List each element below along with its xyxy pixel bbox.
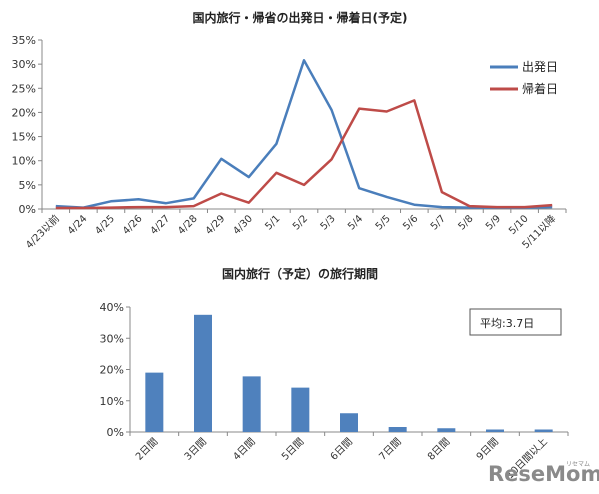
chart1-x-tick-label: 5/2 <box>291 213 310 232</box>
legend-label-return: 帰着日 <box>522 81 558 96</box>
chart1-x-tick-label: 4/29 <box>204 213 228 237</box>
chart1-y-tick-label: 30% <box>12 58 36 71</box>
average-annotation-text: 平均:3.7日 <box>480 317 534 330</box>
chart1-x-tick-label: 5/6 <box>401 213 420 232</box>
departure-return-line-chart: 国内旅行・帰省の出発日・帰着日(予定) 0% 5% 10% 15% 20% 25% 30% 3… <box>12 10 567 251</box>
chart2-bar <box>437 428 456 432</box>
chart2-y-ticks: 0% 10% 20% 30% 40% <box>100 301 130 439</box>
chart2-bar <box>534 429 553 432</box>
chart1-x-tick-label: 5/7 <box>429 213 448 232</box>
chart2-y-tick-label: 30% <box>100 332 124 345</box>
chart2-x-tick-label: 6日間 <box>328 436 355 463</box>
chart1-x-tick-label: 5/4 <box>346 213 365 232</box>
chart2-bar <box>486 429 504 432</box>
chart1-x-tick-label: 4/30 <box>231 213 255 237</box>
chart2-x-tick-label: 7日間 <box>377 436 404 463</box>
chart2-bar <box>340 413 358 432</box>
chart2-y-tick-label: 40% <box>100 301 124 314</box>
average-annotation-box <box>469 308 562 336</box>
chart2-y-tick-label: 20% <box>100 364 124 377</box>
chart1-y-tick-label: 15% <box>12 131 36 144</box>
average-annotation: 平均:3.7日 <box>469 308 562 336</box>
chart1-y-tick-label: 5% <box>19 179 36 192</box>
chart1-x-tick-label: 5/1 <box>263 213 282 232</box>
chart1-x-tick-label: 5/3 <box>319 213 338 232</box>
chart1-x-tick-label: 4/28 <box>176 213 200 237</box>
chart2-x-tick-label: 3日間 <box>182 436 209 463</box>
chart2-bars <box>145 314 553 432</box>
chart2-bar <box>388 427 407 432</box>
chart1-y-tick-label: 35% <box>12 34 36 47</box>
chart2-y-tick-label: 10% <box>100 395 124 408</box>
chart1-series-line-return <box>55 99 553 210</box>
chart1-series-lines <box>55 59 553 210</box>
chart1-x-tick-label: 4/25 <box>93 213 117 237</box>
trip-duration-bar-chart: 国内旅行（予定）の旅行期間 0% 10% 20% 30% 40% 2日間 3日間 4日間 5日… <box>100 266 569 481</box>
chart1-y-tick-label: 25% <box>12 82 36 95</box>
chart2-x-tick-label: 9日間 <box>474 436 501 463</box>
chart2-bar <box>291 387 310 432</box>
chart2-bar <box>194 314 212 432</box>
resemom-logo: ReseMom リセマム <box>488 461 599 486</box>
chart1-title: 国内旅行・帰省の出発日・帰着日(予定) <box>193 10 408 25</box>
chart1-x-tick-label: 4/26 <box>121 213 145 237</box>
chart1-x-tick-label: 4/24 <box>66 213 90 237</box>
chart2-bar <box>145 372 164 432</box>
chart1-x-tick-label: 5/5 <box>374 213 393 232</box>
chart2-x-tick-label: 4日間 <box>231 436 258 463</box>
chart1-x-tick-label: 5/8 <box>456 213 475 232</box>
chart1-x-tick-label: 4/27 <box>149 213 173 237</box>
chart1-legend: 出発日 帰着日 <box>490 60 558 96</box>
legend-label-departure: 出発日 <box>522 60 558 74</box>
chart1-x-tick-label: 5/10 <box>507 213 531 237</box>
chart2-title: 国内旅行（予定）の旅行期間 <box>222 266 378 281</box>
chart1-y-tick-label: 20% <box>12 106 36 119</box>
resemom-logo-text: ReseMom <box>488 462 599 486</box>
chart2-bar <box>242 376 261 432</box>
chart1-y-ticks: 0% 5% 10% 15% 20% 25% 30% 35% <box>12 34 42 216</box>
chart2-x-tick-label: 2日間 <box>133 436 160 463</box>
chart2-x-tick-label: 8日間 <box>425 436 452 463</box>
chart1-x-tick-label: 4/23以前 <box>23 212 62 251</box>
chart1-axes <box>41 40 566 210</box>
chart1-y-tick-label: 10% <box>12 155 36 168</box>
chart1-x-tick-label: 5/9 <box>484 213 503 232</box>
chart2-x-tick-label: 5日間 <box>279 436 306 463</box>
chart1-y-tick-label: 0% <box>19 203 36 216</box>
resemom-logo-kana: リセマム <box>566 461 590 468</box>
chart1-x-ticks: 4/23以前 4/24 4/25 4/26 4/27 4/28 4/29 4/30 5/1 5/2… <box>23 209 567 251</box>
chart2-y-tick-label: 0% <box>107 426 124 439</box>
